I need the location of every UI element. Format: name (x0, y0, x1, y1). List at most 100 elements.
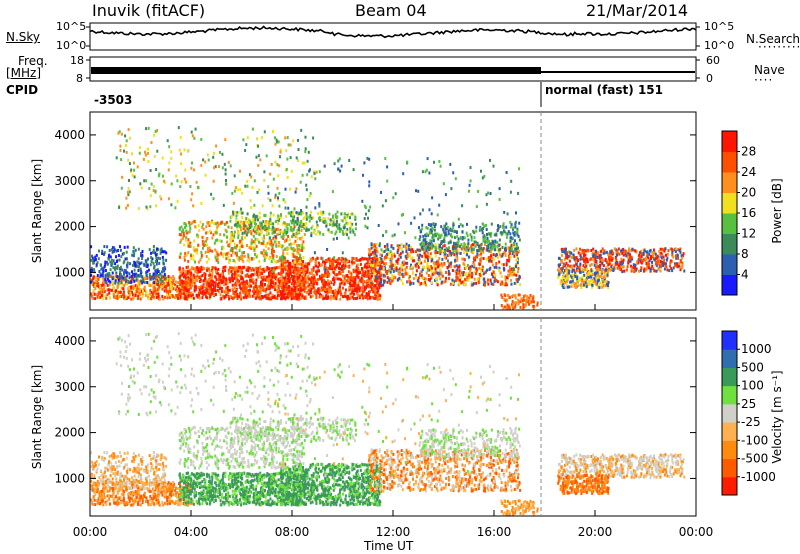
power-cell-4389 (618, 252, 621, 256)
power-cell-1662 (293, 275, 296, 279)
power-cell-1374 (246, 268, 249, 272)
power-cell-83 (148, 283, 151, 287)
power-cell-1383 (236, 279, 239, 283)
power-cell-2961 (241, 222, 244, 225)
power-cell-3549 (439, 272, 442, 276)
power-cell-1221 (181, 268, 184, 272)
power-cell-2047 (365, 275, 368, 278)
power-cell-4013 (459, 223, 462, 226)
power-cell-3637 (416, 279, 419, 283)
power-cell-4782 (590, 279, 592, 283)
power-cell-2198 (343, 262, 346, 266)
power-cell-1360 (284, 288, 287, 292)
power-cell-1045 (253, 272, 256, 276)
power-cell-2760 (299, 237, 302, 240)
power-cell-4375 (565, 252, 567, 256)
power-cell-3337 (379, 253, 382, 257)
power-cell-3809 (505, 262, 508, 266)
power-cell-3000 (284, 224, 287, 228)
power-cell-3124 (369, 263, 372, 267)
power-cell-3314 (380, 283, 383, 287)
power-cell-1947 (327, 266, 330, 270)
power-cell-4505 (677, 264, 680, 268)
power-cell-181 (173, 276, 176, 280)
power-cell-962 (224, 269, 227, 273)
power-cell-488 (166, 279, 169, 283)
power-cell-3854 (470, 245, 473, 249)
power-cell-1090 (275, 296, 278, 300)
power-cell-3382 (488, 258, 491, 261)
power-cell-2876 (351, 212, 354, 216)
power-cell-2715 (246, 258, 249, 262)
power-cell-1837 (314, 261, 317, 265)
power-cell-4682 (667, 249, 670, 253)
power-cell-1446 (331, 267, 334, 271)
power-cell-4526 (661, 260, 664, 264)
power-cell-121 (96, 295, 99, 299)
power-cell-2069 (375, 263, 378, 267)
power-cell-483 (123, 292, 126, 296)
power-cell-4421 (581, 248, 584, 252)
power-cell-3444 (437, 265, 440, 269)
power-cell-2928 (324, 220, 327, 224)
power-cell-2852 (308, 219, 311, 223)
power-cell-4624 (604, 258, 607, 262)
power-cell-1931 (312, 266, 315, 270)
power-cell-4779 (581, 275, 584, 279)
power-cell-495 (128, 293, 131, 297)
power-cell-3376 (410, 257, 413, 261)
power-cell-2392 (269, 243, 272, 247)
power-cell-2678 (255, 255, 258, 259)
power-cell-2473 (296, 259, 298, 263)
power-cell-2978 (250, 224, 253, 228)
power-cell-2801 (321, 212, 324, 216)
power-cell-70 (162, 297, 165, 301)
power-cell-947 (218, 290, 221, 294)
power-cell-2343 (287, 247, 290, 250)
power-cell-4630 (561, 267, 564, 270)
power-cell-3911 (467, 242, 470, 246)
power-cell-367 (145, 290, 148, 294)
power-cell-3233 (419, 245, 422, 249)
power-cell-414 (161, 294, 164, 298)
power-cell-2136 (369, 285, 372, 289)
power-cell-4633 (609, 250, 612, 254)
power-cell-3389 (456, 248, 459, 252)
power-cell-3573 (422, 276, 425, 280)
power-cell-1001 (180, 288, 183, 292)
power-cell-2680 (189, 227, 192, 230)
power-cell-1120 (223, 295, 226, 299)
power-cell-1406 (365, 262, 368, 266)
power-cell-4769 (585, 267, 588, 271)
power-cell-1074 (204, 276, 206, 280)
power-cell-3011 (260, 231, 263, 235)
power-cell-2587 (248, 259, 250, 263)
power-cell-4784 (573, 282, 576, 286)
power-cell-4425 (589, 264, 592, 267)
power-cell-402 (112, 284, 115, 288)
power-cell-1282 (267, 285, 270, 289)
power-cell-2363 (281, 222, 284, 226)
power-cell-3859 (398, 272, 401, 276)
power-cell-4919 (522, 294, 525, 298)
power-cell-4952 (507, 293, 509, 297)
power-cell-395 (128, 286, 131, 290)
power-cell-2469 (299, 244, 302, 248)
power-cell-2398 (199, 258, 202, 262)
power-cell-4374 (658, 259, 661, 263)
power-cell-4937 (501, 295, 504, 299)
power-cell-702 (195, 288, 197, 292)
power-cell-3969 (472, 247, 475, 251)
power-cell-1838 (376, 261, 379, 265)
power-cell-1223 (265, 275, 268, 279)
power-cell-1839 (331, 270, 334, 274)
power-cell-421 (154, 289, 157, 293)
power-cell-672 (219, 273, 222, 277)
power-cell-2990 (310, 231, 313, 235)
power-cell-3785 (452, 245, 455, 248)
power-cell-3274 (399, 252, 402, 256)
power-cell-4511 (665, 265, 668, 269)
power-cell-2250 (284, 276, 287, 280)
power-cell-2782 (272, 254, 275, 258)
power-cell-2775 (263, 257, 266, 261)
